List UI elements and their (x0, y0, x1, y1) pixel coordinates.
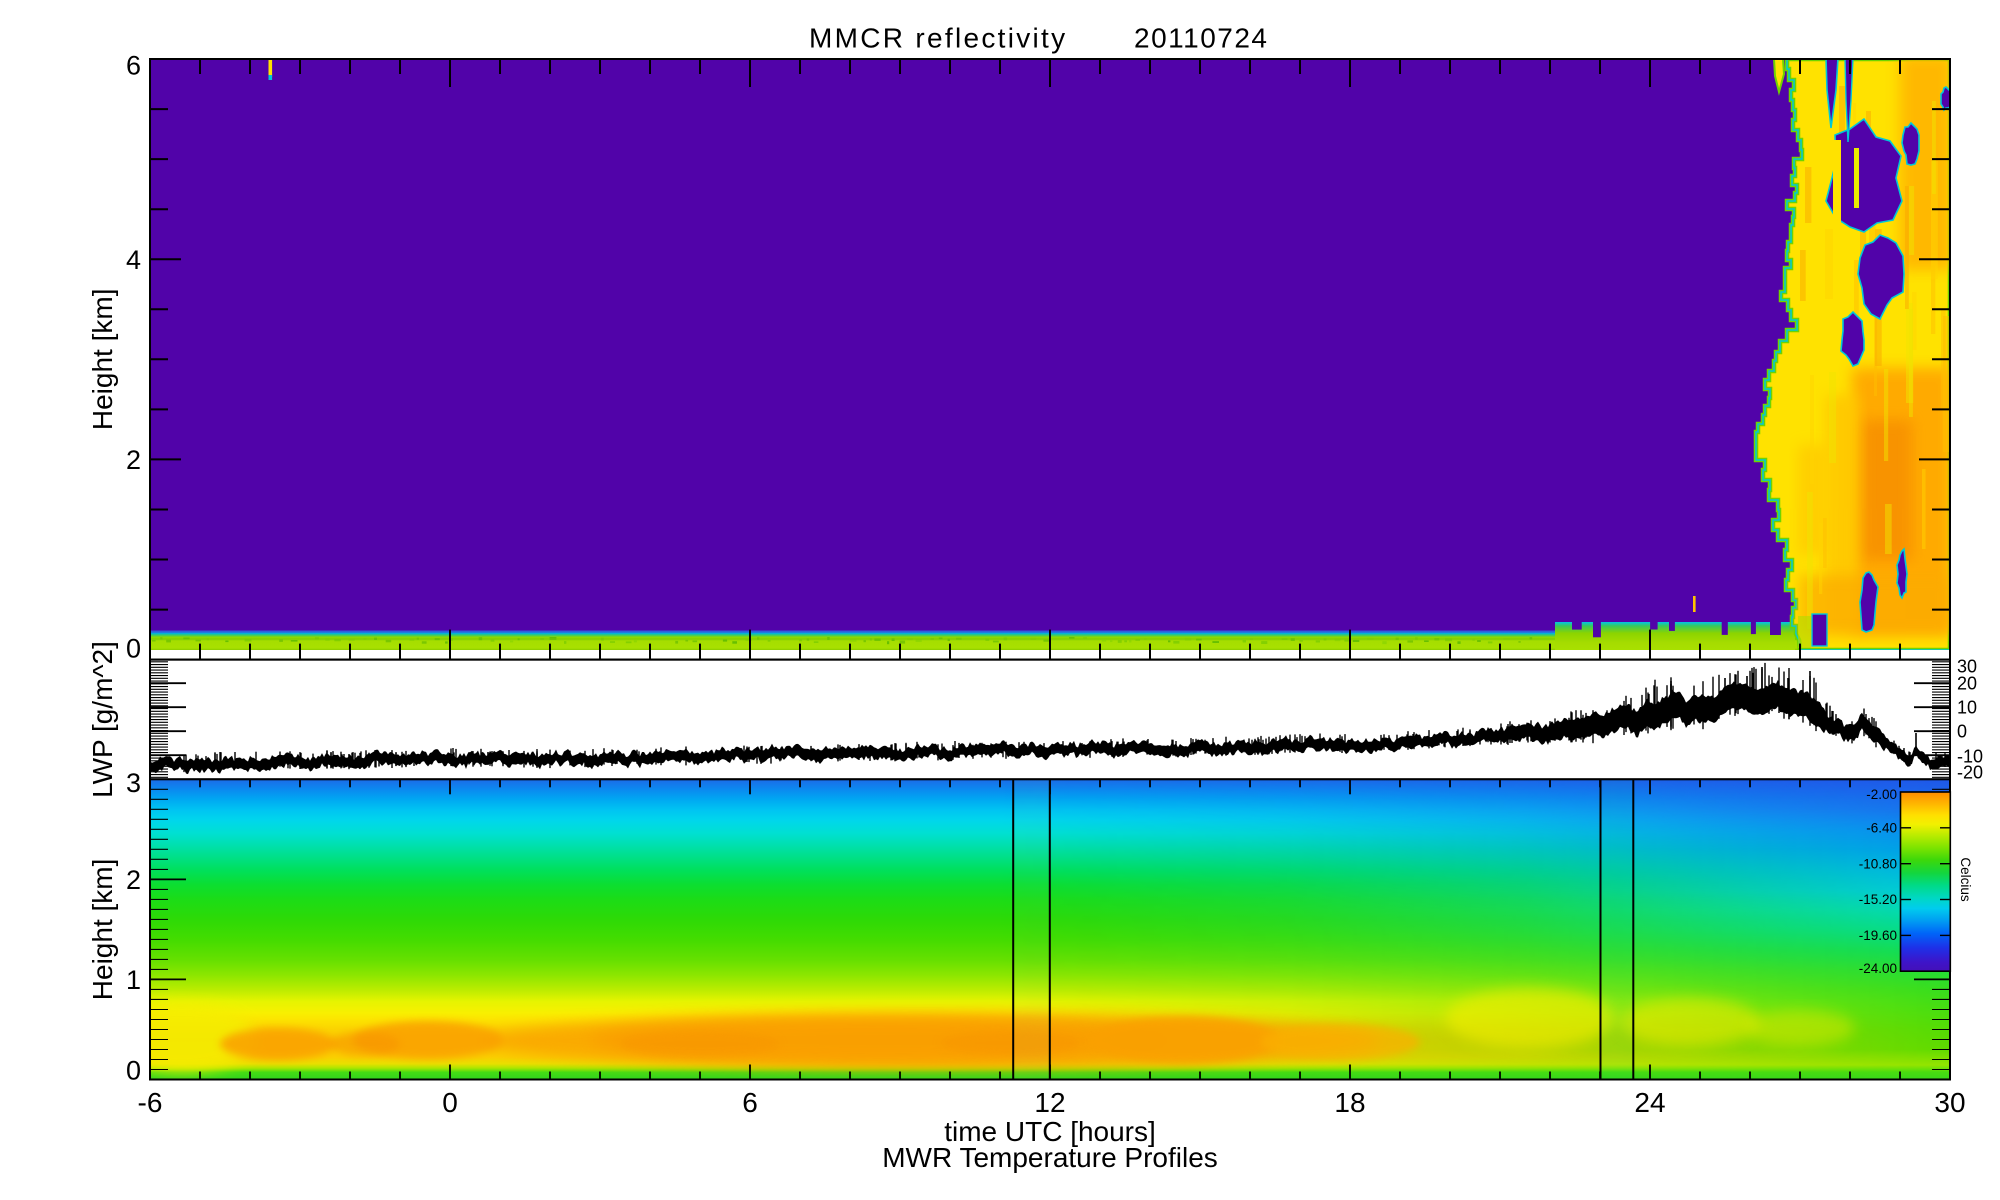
svg-text:-6: -6 (138, 1087, 163, 1118)
svg-text:MMCR reflectivity: MMCR reflectivity (809, 23, 1067, 54)
svg-text:-10.80: -10.80 (1859, 856, 1897, 871)
svg-text:-10: -10 (1957, 746, 1983, 766)
svg-text:6: 6 (742, 1087, 758, 1118)
svg-text:20110724: 20110724 (1134, 23, 1269, 54)
svg-text:30: 30 (1957, 656, 1977, 676)
svg-text:-19.60: -19.60 (1859, 928, 1897, 943)
svg-text:20: 20 (1957, 674, 1977, 694)
svg-text:12: 12 (1034, 1087, 1065, 1118)
svg-text:-20: -20 (1957, 762, 1983, 782)
svg-text:Height [km]: Height [km] (87, 859, 118, 1001)
svg-text:1: 1 (126, 965, 141, 995)
svg-text:18: 18 (1334, 1087, 1365, 1118)
svg-text:LWP [g/m^2]: LWP [g/m^2] (87, 641, 118, 798)
svg-text:4: 4 (126, 245, 141, 275)
svg-text:10: 10 (1957, 698, 1977, 718)
svg-text:0: 0 (126, 634, 141, 664)
svg-text:0: 0 (126, 1056, 141, 1086)
svg-text:-15.20: -15.20 (1859, 892, 1897, 907)
svg-text:-2.00: -2.00 (1866, 787, 1897, 802)
svg-text:MWR Temperature Profiles: MWR Temperature Profiles (882, 1142, 1218, 1173)
svg-text:30: 30 (1934, 1087, 1965, 1118)
svg-text:2: 2 (126, 445, 141, 475)
svg-text:-24.00: -24.00 (1859, 961, 1897, 976)
svg-text:-6.40: -6.40 (1866, 820, 1897, 835)
svg-text:3: 3 (126, 768, 141, 798)
svg-text:Height [km]: Height [km] (87, 288, 118, 430)
svg-text:0: 0 (442, 1087, 458, 1118)
svg-text:time UTC [hours]: time UTC [hours] (944, 1116, 1156, 1147)
svg-text:0: 0 (1957, 722, 1967, 742)
svg-text:6: 6 (126, 51, 141, 81)
svg-text:24: 24 (1634, 1087, 1665, 1118)
svg-text:Celcius: Celcius (1958, 857, 1973, 902)
svg-text:2: 2 (126, 865, 141, 895)
